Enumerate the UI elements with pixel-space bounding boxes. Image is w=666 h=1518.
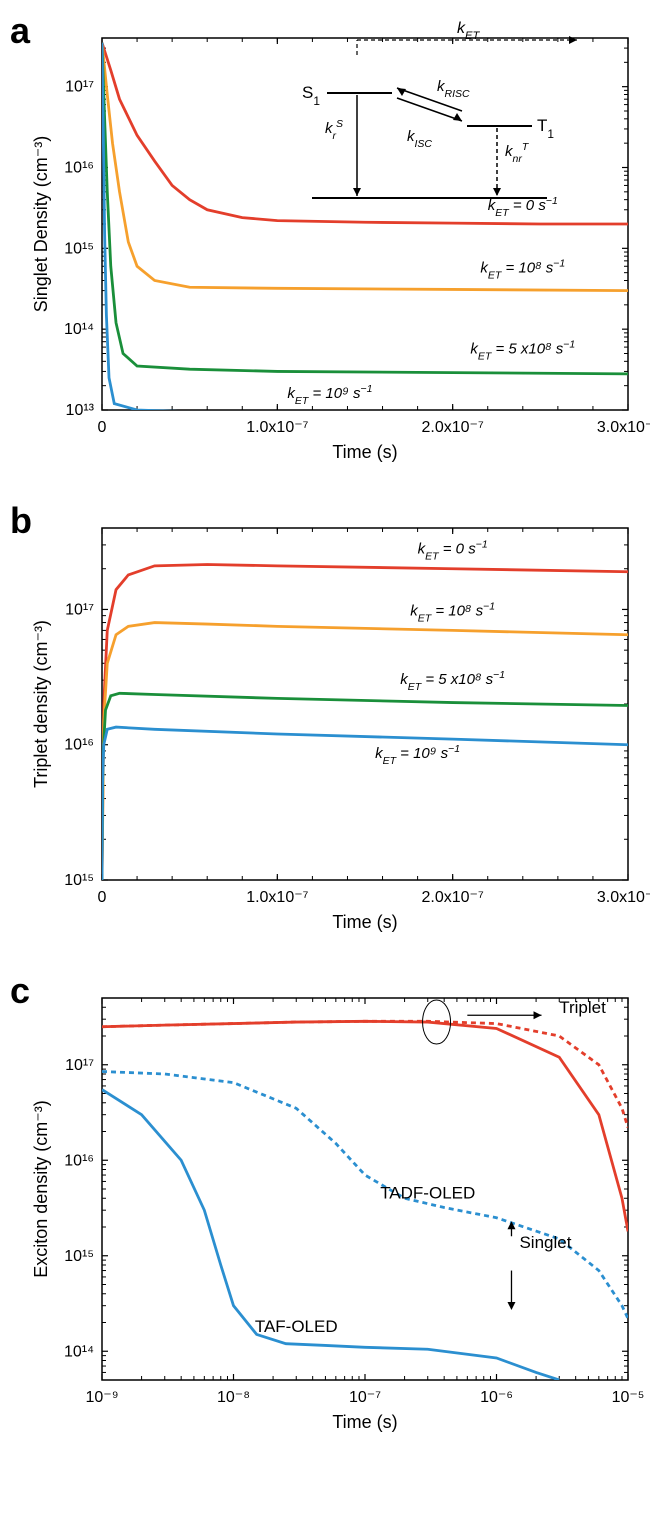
svg-text:1.0x10⁻⁷: 1.0x10⁻⁷ [246, 889, 308, 906]
svg-text:10¹⁷: 10¹⁷ [65, 601, 94, 618]
svg-text:10⁻⁶: 10⁻⁶ [480, 1389, 513, 1406]
svg-text:kET = 5 x10⁸ s−1: kET = 5 x10⁸ s−1 [470, 338, 575, 362]
svg-text:krS: krS [325, 118, 343, 142]
svg-text:1.0x10⁻⁷: 1.0x10⁻⁷ [246, 419, 308, 436]
svg-text:0: 0 [98, 889, 107, 906]
svg-text:kRISC: kRISC [437, 78, 470, 100]
svg-text:10¹⁶: 10¹⁶ [64, 737, 94, 754]
svg-text:10¹⁴: 10¹⁴ [64, 321, 94, 338]
svg-text:Triplet density (cm⁻³): Triplet density (cm⁻³) [31, 620, 51, 788]
svg-text:10¹⁶: 10¹⁶ [64, 159, 94, 176]
svg-text:10¹⁵: 10¹⁵ [64, 872, 94, 889]
svg-text:3.0x10⁻⁷: 3.0x10⁻⁷ [597, 419, 650, 436]
svg-text:10¹⁷: 10¹⁷ [65, 1057, 94, 1074]
chart-a: 0 1.0x10⁻⁷ 2.0x10⁻⁷ 3.0x10⁻⁷ 10¹³ 10¹⁴ 10¹⁵ 10¹… [10, 10, 650, 480]
svg-text:10¹⁶: 10¹⁶ [64, 1152, 94, 1169]
svg-text:Singlet Density (cm⁻³): Singlet Density (cm⁻³) [31, 136, 51, 313]
svg-text:10⁻⁸: 10⁻⁸ [217, 1389, 250, 1406]
svg-text:2.0x10⁻⁷: 2.0x10⁻⁷ [422, 889, 484, 906]
svg-text:Time (s): Time (s) [332, 442, 397, 462]
svg-text:10¹³: 10¹³ [66, 402, 95, 419]
svg-text:Exciton density (cm⁻³): Exciton density (cm⁻³) [31, 1100, 51, 1278]
svg-text:10⁻⁵: 10⁻⁵ [612, 1389, 645, 1406]
svg-text:TADF-OLED: TADF-OLED [380, 1183, 475, 1202]
svg-text:kET = 10⁸ s−1: kET = 10⁸ s−1 [480, 258, 565, 282]
panel-c: c 10⁻⁹ 10⁻⁸ 10⁻⁷ 10⁻⁶ 10⁻⁵ 10¹⁴ 10¹⁵ 10¹⁶ 10¹⁷ Ti… [10, 970, 650, 1450]
svg-text:10¹⁵: 10¹⁵ [64, 240, 94, 257]
svg-text:knrT: knrT [505, 141, 530, 165]
svg-text:Singlet: Singlet [519, 1233, 571, 1252]
svg-text:S1: S1 [302, 83, 320, 108]
svg-text:Time (s): Time (s) [332, 912, 397, 932]
svg-text:kET = 0 s−1: kET = 0 s−1 [418, 538, 488, 562]
chart-c: 10⁻⁹ 10⁻⁸ 10⁻⁷ 10⁻⁶ 10⁻⁵ 10¹⁴ 10¹⁵ 10¹⁶ 10¹⁷ Time… [10, 970, 650, 1450]
svg-text:10¹⁷: 10¹⁷ [65, 79, 94, 96]
svg-text:10¹⁴: 10¹⁴ [64, 1343, 94, 1360]
svg-text:TAF-OLED: TAF-OLED [255, 1317, 338, 1336]
svg-text:10⁻⁹: 10⁻⁹ [85, 1389, 118, 1406]
svg-text:3.0x10⁻⁷: 3.0x10⁻⁷ [597, 889, 650, 906]
svg-text:Time (s): Time (s) [332, 1412, 397, 1432]
chart-b: 0 1.0x10⁻⁷ 2.0x10⁻⁷ 3.0x10⁻⁷ 10¹⁵ 10¹⁶ 10¹⁷ Tim… [10, 500, 650, 950]
panel-a: a 0 1.0x10⁻⁷ 2.0x10⁻⁷ 3.0x10⁻⁷ 10¹³ 10¹⁴ 10¹⁵ 1… [10, 10, 650, 480]
svg-text:T1: T1 [537, 116, 554, 141]
svg-text:kET = 10⁹ s−1: kET = 10⁹ s−1 [287, 383, 372, 407]
svg-text:0: 0 [98, 419, 107, 436]
panel-b-label: b [10, 500, 32, 542]
svg-text:kISC: kISC [407, 128, 432, 150]
svg-text:2.0x10⁻⁷: 2.0x10⁻⁷ [422, 419, 484, 436]
svg-text:kET = 10⁸ s−1: kET = 10⁸ s−1 [410, 601, 495, 625]
panel-a-label: a [10, 10, 30, 52]
svg-text:kET = 10⁹ s−1: kET = 10⁹ s−1 [375, 743, 460, 767]
svg-text:Triplet: Triplet [559, 998, 606, 1017]
svg-text:10⁻⁷: 10⁻⁷ [349, 1389, 381, 1406]
panel-b: b 0 1.0x10⁻⁷ 2.0x10⁻⁷ 3.0x10⁻⁷ 10¹⁵ 10¹⁶ 10¹⁷ T… [10, 500, 650, 950]
panel-c-label: c [10, 970, 30, 1012]
svg-text:kET = 5 x10⁸ s−1: kET = 5 x10⁸ s−1 [400, 669, 505, 693]
svg-text:10¹⁵: 10¹⁵ [64, 1248, 94, 1265]
